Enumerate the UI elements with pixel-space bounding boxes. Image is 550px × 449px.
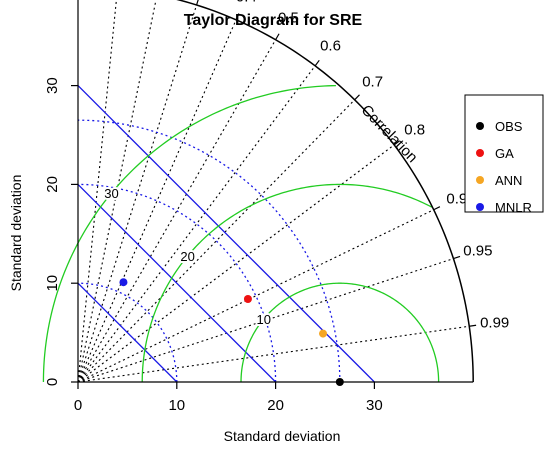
rms-contour-10 — [240, 282, 440, 383]
rms-contour-20 — [141, 183, 433, 383]
correlation-tick-label-0.99: 0.99 — [480, 315, 509, 332]
point-mnlr — [119, 278, 128, 287]
legend-marker-mnlr — [476, 203, 484, 211]
correlation-line-0.7 — [77, 99, 356, 383]
correlation-tick-0.99 — [469, 324, 477, 327]
correlation-tick-0.9 — [433, 206, 441, 211]
y-tick-label-30: 30 — [44, 77, 61, 94]
x-tick-label-20: 20 — [267, 397, 284, 414]
correlation-line-0.95 — [77, 258, 454, 383]
correlation-tick-label-0.8: 0.8 — [404, 121, 425, 138]
y-tick-label-10: 10 — [44, 275, 61, 292]
correlation-line-0.1 — [77, 0, 117, 383]
rms-contour-30 — [42, 84, 336, 383]
legend-marker-obs — [476, 122, 484, 130]
x-tick-label-0: 0 — [74, 397, 82, 414]
correlation-tick-0.6 — [314, 59, 320, 67]
correlation-tick-label-0.9: 0.9 — [446, 191, 467, 208]
legend-label-ann: ANN — [495, 173, 522, 188]
chart-title: Taylor Diagram for SRE — [184, 12, 363, 29]
correlation-tick-0.8 — [393, 140, 401, 146]
correlation-line-0.3 — [77, 4, 198, 383]
correlation-tick-0.5 — [275, 33, 280, 41]
correlation-tick-0.95 — [453, 255, 461, 260]
correlation-tick-0.7 — [354, 94, 360, 101]
sd-arc-reference — [77, 119, 341, 383]
legend-label-obs: OBS — [495, 119, 523, 134]
point-obs — [335, 378, 344, 386]
correlation-tick-label-0.4: 0.4 — [236, 0, 257, 5]
correlation-tick-label-0.7: 0.7 — [362, 73, 383, 90]
x-tick-label-10: 10 — [168, 397, 185, 414]
correlation-tick-label-0.6: 0.6 — [320, 37, 341, 54]
rms-label-20: 20 — [180, 249, 194, 264]
legend-marker-ann — [476, 176, 484, 184]
correlation-line-0.6 — [77, 65, 316, 383]
rms-label-10: 10 — [256, 312, 270, 327]
correlation-line-0.2 — [77, 0, 157, 383]
correlation-line-0.5 — [77, 39, 277, 383]
point-ga — [243, 295, 252, 304]
sd-arc-10 — [77, 282, 178, 383]
correlation-tick-0.4 — [235, 13, 240, 21]
plot-area: 102030001010202030300.10.20.30.40.50.60.… — [42, 0, 509, 414]
correlation-tick-label-0.5: 0.5 — [278, 10, 299, 27]
point-ann — [319, 329, 328, 338]
correlation-tick-0.3 — [195, 0, 199, 6]
rms-label-30: 30 — [104, 186, 118, 201]
y-axis-label: Standard deviation — [8, 175, 24, 292]
correlation-line-0.8 — [77, 144, 395, 383]
x-axis-label: Standard deviation — [224, 428, 341, 444]
correlation-line-0.99 — [77, 325, 470, 383]
legend-marker-ga — [476, 149, 484, 157]
outer-arc — [176, 0, 474, 383]
correlation-line-0.4 — [77, 19, 237, 383]
y-tick-label-20: 20 — [44, 176, 61, 193]
sd-arc-20 — [77, 183, 277, 383]
legend-label-mnlr: MNLR — [495, 200, 532, 215]
diagonal-line-30 — [77, 85, 375, 383]
diagonal-line-10 — [77, 282, 178, 383]
x-tick-label-30: 30 — [366, 397, 383, 414]
legend: OBS GA ANN MNLR — [464, 94, 544, 215]
y-tick-label-0: 0 — [44, 378, 61, 386]
diagonal-line-20 — [77, 183, 277, 383]
correlation-tick-label-0.95: 0.95 — [463, 243, 492, 260]
correlation-line-0.9 — [77, 209, 434, 383]
legend-label-ga: GA — [495, 146, 514, 161]
